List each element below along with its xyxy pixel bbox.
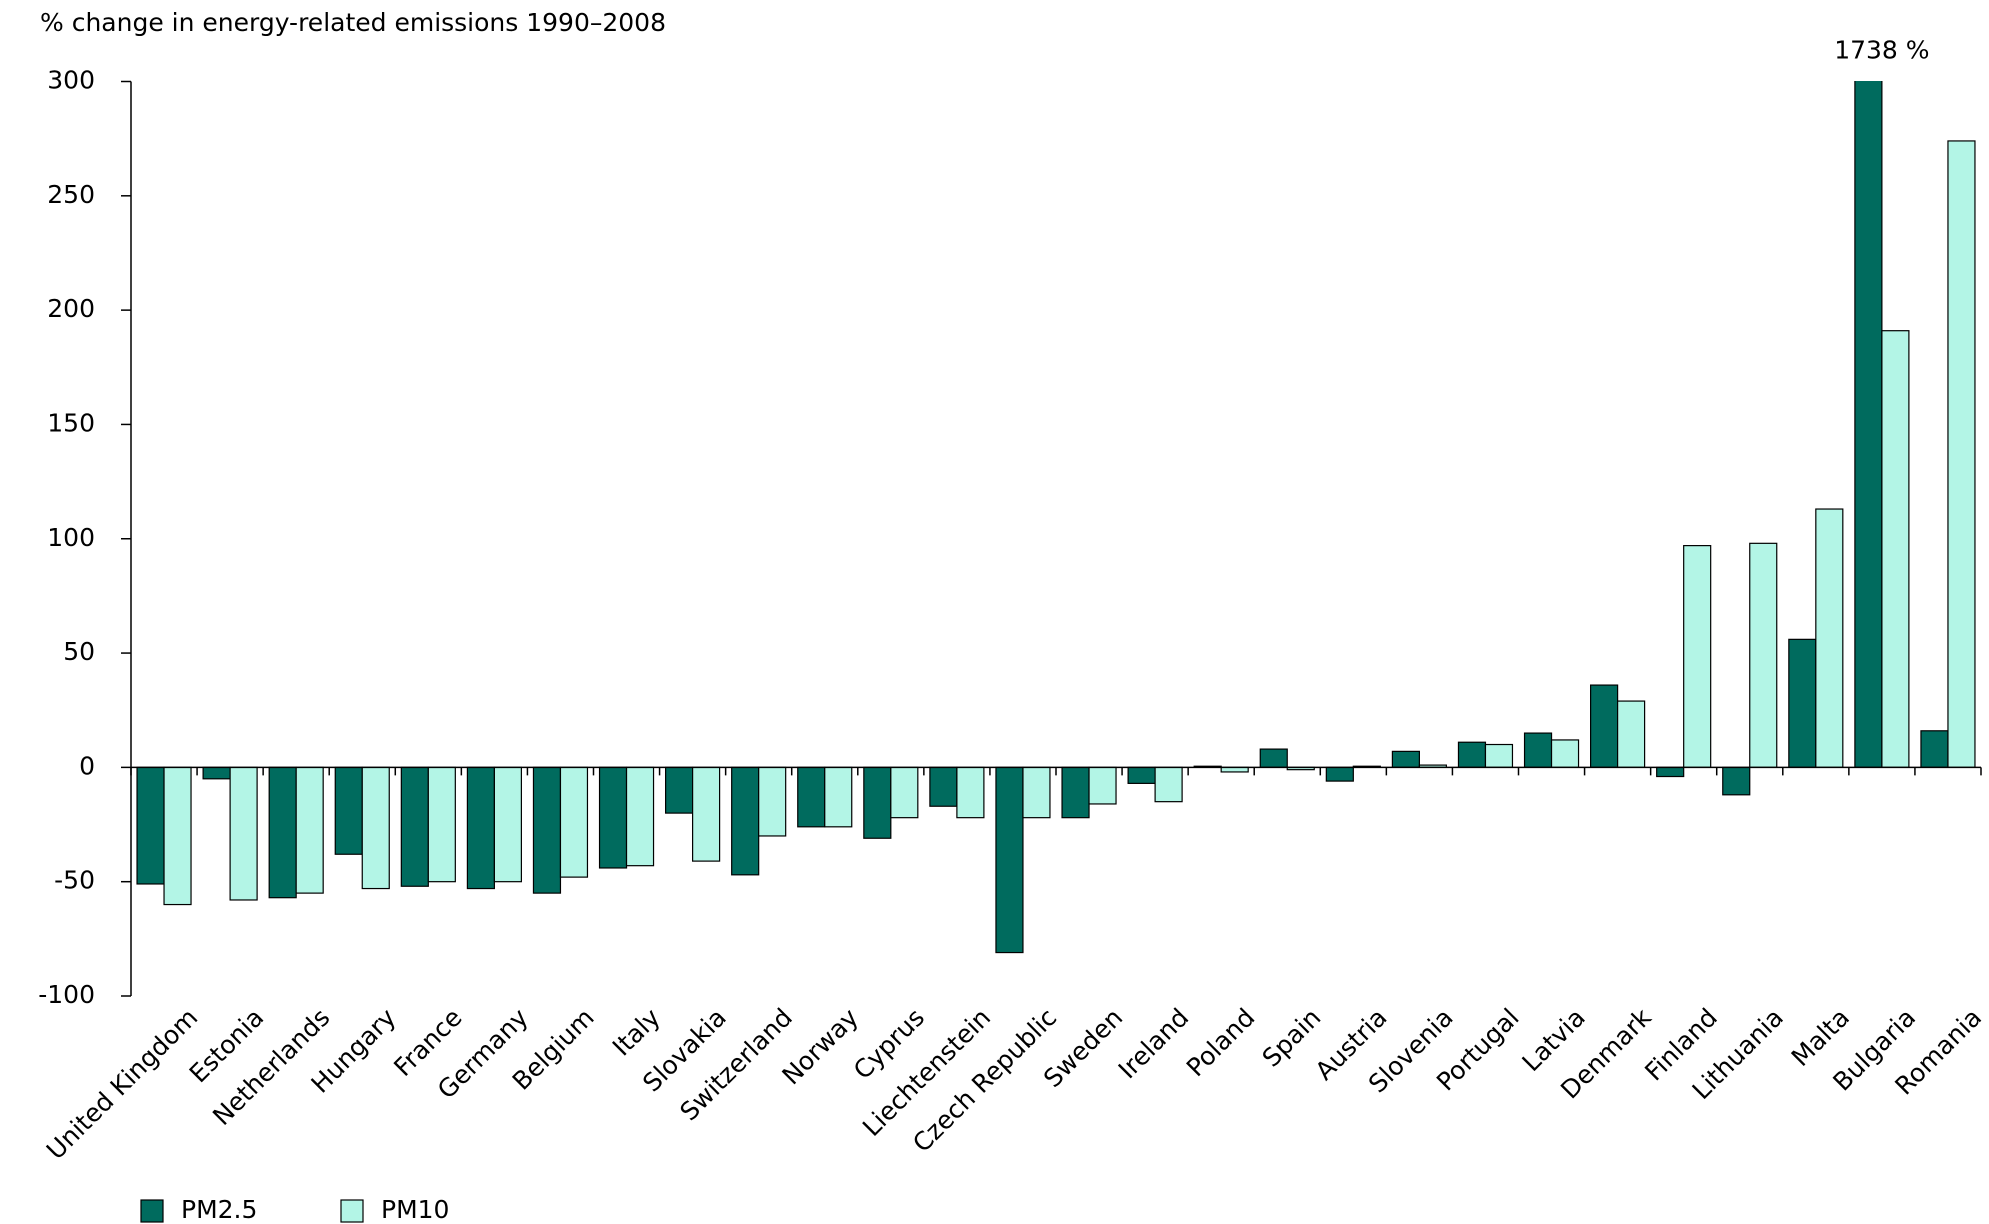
bar xyxy=(202,766,231,780)
bar xyxy=(625,766,655,867)
bar xyxy=(1022,766,1051,819)
bar xyxy=(1259,748,1288,768)
bar xyxy=(295,766,324,894)
bar xyxy=(929,766,958,807)
data-label: 1738 % xyxy=(1834,36,1929,65)
bar xyxy=(1088,766,1117,805)
x-tick-label: United Kingdom xyxy=(41,1003,203,1165)
bar xyxy=(1947,140,1976,768)
bar xyxy=(1523,732,1553,768)
bar xyxy=(1590,684,1619,768)
x-tick-label: Italy xyxy=(607,1003,666,1062)
bar xyxy=(598,766,628,869)
x-tick-label: Ireland xyxy=(1113,1003,1195,1085)
bar xyxy=(400,766,429,887)
y-tick-label: 300 xyxy=(47,66,95,95)
bar xyxy=(361,766,390,890)
bar xyxy=(824,766,853,828)
legend-label: PM2.5 xyxy=(181,1195,257,1224)
bar xyxy=(532,766,562,894)
bar xyxy=(268,766,297,899)
bars xyxy=(136,81,1976,954)
y-tick-label: -100 xyxy=(38,980,95,1009)
bar xyxy=(1484,743,1514,768)
y-tick-label: 50 xyxy=(63,637,95,666)
bar xyxy=(758,766,787,837)
bar xyxy=(229,766,258,901)
x-tick-label: Poland xyxy=(1181,1003,1261,1083)
bar xyxy=(956,766,985,819)
bar xyxy=(1457,741,1487,768)
bar xyxy=(1749,542,1778,768)
bar xyxy=(1881,330,1910,768)
y-tick-label: 100 xyxy=(47,523,95,552)
y-tick-label: -50 xyxy=(54,866,95,895)
bar xyxy=(1154,766,1183,803)
y-tick-label: 200 xyxy=(47,294,95,323)
bar xyxy=(692,766,721,862)
bar xyxy=(136,766,165,885)
bar xyxy=(1920,730,1949,768)
bar xyxy=(1722,766,1751,796)
bar xyxy=(1550,739,1580,768)
bar xyxy=(559,766,589,878)
bar xyxy=(1325,766,1354,782)
y-tick-label: 0 xyxy=(79,751,95,780)
bar xyxy=(493,766,522,883)
bar xyxy=(1815,508,1844,768)
bar xyxy=(1656,766,1685,778)
bar xyxy=(863,766,892,839)
bar xyxy=(797,766,826,828)
bar xyxy=(334,766,363,855)
bar xyxy=(731,766,760,876)
bar xyxy=(427,766,456,883)
bar xyxy=(890,766,919,819)
bar xyxy=(163,766,192,906)
bar xyxy=(1788,638,1817,768)
legend-label: PM10 xyxy=(381,1195,449,1224)
y-tick-label: 150 xyxy=(47,408,95,437)
y-axis-title: % change in energy-related emissions 199… xyxy=(40,8,666,37)
bar xyxy=(1683,545,1712,768)
bar xyxy=(1127,766,1156,784)
bar xyxy=(1617,700,1646,768)
bar xyxy=(1854,81,1883,768)
bar xyxy=(665,766,694,814)
legend-swatch xyxy=(340,1199,364,1223)
bar xyxy=(466,766,495,890)
bar xyxy=(995,766,1024,954)
bar xyxy=(1391,750,1420,768)
bar xyxy=(1061,766,1090,819)
legend-swatch xyxy=(140,1199,164,1223)
y-tick-label: 250 xyxy=(47,180,95,209)
